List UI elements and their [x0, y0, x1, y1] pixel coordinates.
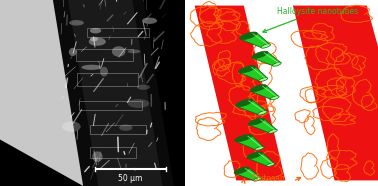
Bar: [90, 147, 136, 158]
Ellipse shape: [261, 44, 271, 48]
Polygon shape: [195, 6, 285, 180]
Polygon shape: [239, 66, 267, 81]
Ellipse shape: [69, 48, 77, 56]
Ellipse shape: [128, 49, 141, 53]
Text: Chitosan: Chitosan: [251, 174, 285, 183]
Bar: [87, 28, 149, 37]
Ellipse shape: [112, 46, 125, 57]
Polygon shape: [53, 0, 174, 186]
Ellipse shape: [252, 51, 268, 58]
Ellipse shape: [268, 129, 277, 133]
Ellipse shape: [239, 66, 256, 73]
Ellipse shape: [119, 124, 132, 131]
Bar: [76, 49, 133, 61]
Ellipse shape: [235, 99, 253, 107]
Bar: [77, 73, 138, 86]
Polygon shape: [248, 152, 274, 166]
Polygon shape: [253, 52, 280, 66]
Ellipse shape: [69, 20, 84, 26]
Ellipse shape: [270, 96, 279, 100]
Ellipse shape: [90, 28, 101, 33]
Ellipse shape: [90, 37, 98, 41]
Polygon shape: [293, 6, 378, 180]
Ellipse shape: [92, 151, 103, 162]
Ellipse shape: [100, 67, 108, 76]
Ellipse shape: [89, 38, 106, 46]
Ellipse shape: [250, 85, 266, 92]
Ellipse shape: [266, 163, 275, 166]
Text: 50 μm: 50 μm: [118, 174, 143, 183]
Ellipse shape: [81, 65, 102, 70]
Polygon shape: [240, 32, 270, 48]
Text: Halloysite nanotubes: Halloysite nanotubes: [263, 7, 358, 32]
Ellipse shape: [235, 134, 252, 142]
Polygon shape: [68, 0, 163, 186]
Bar: [79, 101, 142, 110]
Polygon shape: [235, 135, 263, 150]
Polygon shape: [235, 167, 261, 181]
Ellipse shape: [258, 111, 267, 115]
Ellipse shape: [234, 167, 249, 174]
Ellipse shape: [62, 121, 81, 132]
Bar: [0, 0, 185, 186]
Ellipse shape: [248, 118, 264, 125]
Polygon shape: [251, 85, 279, 99]
Ellipse shape: [255, 146, 264, 150]
Polygon shape: [236, 100, 266, 115]
Ellipse shape: [137, 85, 150, 90]
Ellipse shape: [247, 152, 262, 159]
Ellipse shape: [259, 78, 268, 81]
Ellipse shape: [128, 99, 149, 108]
Polygon shape: [249, 118, 277, 133]
Bar: [90, 125, 146, 134]
Ellipse shape: [240, 32, 257, 40]
Ellipse shape: [254, 177, 262, 181]
Ellipse shape: [142, 17, 157, 24]
Ellipse shape: [273, 62, 281, 66]
Polygon shape: [0, 0, 144, 186]
